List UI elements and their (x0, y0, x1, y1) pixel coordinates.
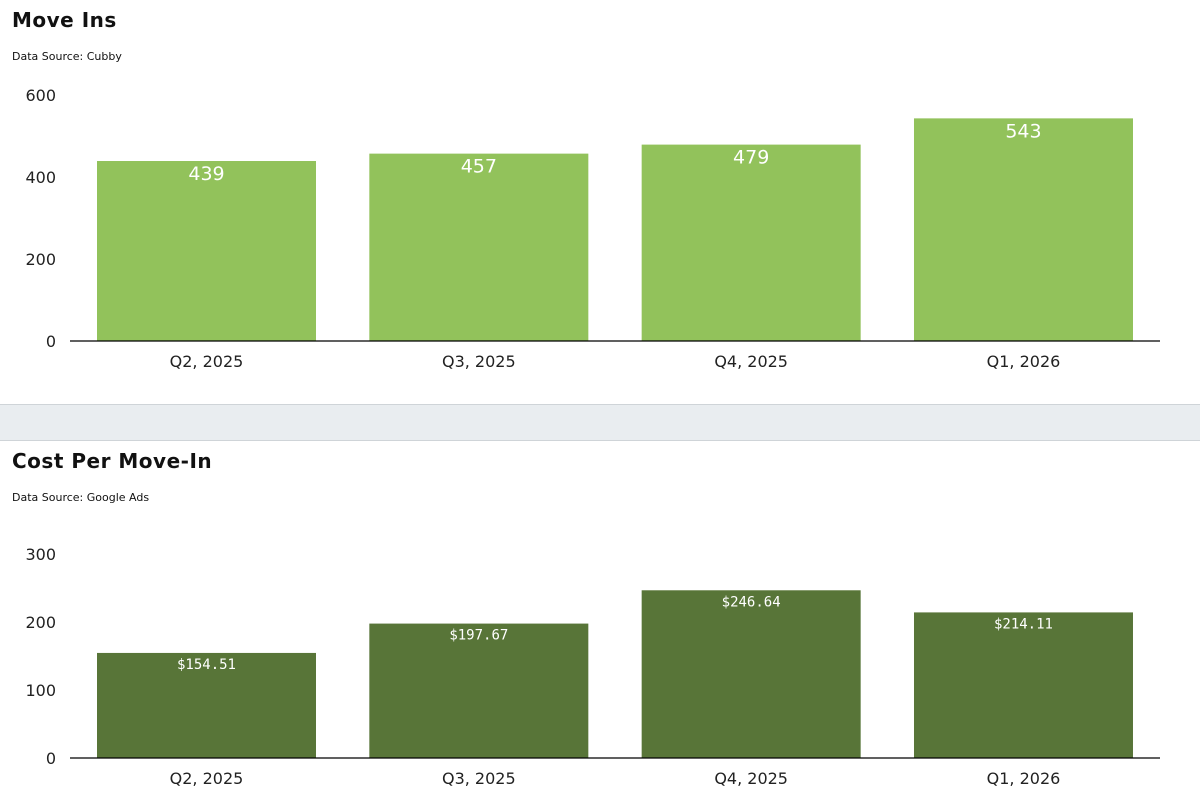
move-ins-chart: 0 200 400 600 439 Q2, 2025 457 Q3, 2025 479 Q4, 2… (25, 86, 1160, 371)
panel-divider (0, 404, 1200, 441)
chart-subtitle: Data Source: Google Ads (12, 491, 150, 504)
bar (641, 590, 861, 758)
y-tick-label: 0 (46, 332, 56, 351)
x-tick-label: Q1, 2026 (987, 769, 1061, 788)
x-tick-label: Q3, 2025 (442, 769, 516, 788)
y-tick-label: 400 (25, 168, 56, 187)
cost-per-move-in-panel: Cost Per Move-In Data Source: Google Ads… (0, 441, 1200, 812)
bar (369, 153, 589, 341)
data-label: $246.64 (722, 594, 781, 610)
bar (641, 144, 861, 341)
bar (97, 652, 316, 758)
bar (913, 612, 1133, 758)
data-label: $214.11 (994, 616, 1053, 632)
x-tick-label: Q4, 2025 (714, 352, 788, 371)
chart-title: Move Ins (12, 8, 117, 32)
data-label: $154.51 (177, 657, 236, 673)
x-tick-label: Q2, 2025 (170, 769, 244, 788)
data-label: 543 (1005, 120, 1041, 142)
y-tick-label: 100 (25, 681, 56, 700)
x-tick-label: Q1, 2026 (987, 352, 1061, 371)
data-label: 457 (461, 156, 497, 178)
chart-title: Cost Per Move-In (12, 449, 213, 473)
data-label: 439 (188, 163, 224, 185)
bar (369, 623, 589, 758)
x-tick-label: Q4, 2025 (714, 769, 788, 788)
y-tick-label: 600 (25, 86, 56, 105)
y-tick-label: 0 (46, 749, 56, 768)
data-label: $197.67 (449, 628, 508, 644)
bar (97, 161, 316, 341)
chart-subtitle: Data Source: Cubby (12, 50, 122, 63)
move-ins-panel: Move Ins Data Source: Cubby 0 200 400 600 43… (0, 0, 1200, 404)
x-tick-label: Q3, 2025 (442, 352, 516, 371)
y-tick-label: 200 (25, 613, 56, 632)
bar (913, 118, 1133, 342)
data-label: 479 (733, 147, 769, 169)
x-tick-label: Q2, 2025 (170, 352, 244, 371)
cost-per-move-in-chart: 0 100 200 300 $154.51 Q2, 2025 $197.67 Q3, 2025… (25, 545, 1160, 788)
y-tick-label: 200 (25, 250, 56, 269)
y-tick-label: 300 (25, 545, 56, 564)
